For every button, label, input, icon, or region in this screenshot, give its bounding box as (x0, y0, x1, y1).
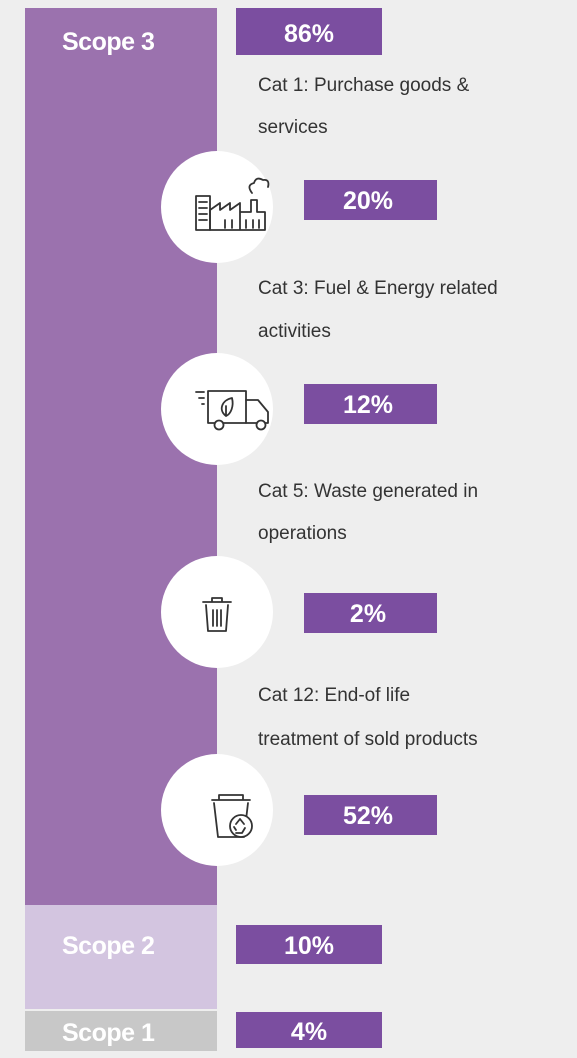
badge-value: 52% (343, 802, 393, 830)
category-text: activities (258, 321, 331, 342)
badge (304, 384, 437, 424)
scope-label: Scope 2 (62, 932, 154, 960)
icon-circle (161, 151, 273, 263)
scope2-bar (25, 905, 217, 1009)
badge-value: 86% (284, 20, 334, 48)
badge (236, 1012, 382, 1048)
badge (304, 795, 437, 835)
badge-value: 2% (350, 600, 386, 628)
scope1-bar (25, 1011, 217, 1051)
category-text: Cat 1: Purchase goods & (258, 75, 470, 96)
scope-label: Scope 3 (62, 28, 154, 56)
scope3-bar (25, 8, 217, 905)
category-text: Cat 12: End-of life (258, 685, 410, 706)
badge (236, 8, 382, 55)
badge (304, 180, 437, 220)
icon-circle (161, 754, 273, 866)
badge (236, 925, 382, 964)
category-text: treatment of sold products (258, 729, 478, 750)
category-text: services (258, 117, 328, 138)
category-text: Cat 3: Fuel & Energy related (258, 278, 498, 299)
badge-value: 20% (343, 187, 393, 215)
trash-icon (202, 597, 232, 632)
recycle-bin-icon (211, 794, 253, 838)
badge-value: 10% (284, 932, 334, 960)
factory-icon (195, 177, 270, 231)
category-text: Cat 5: Waste generated in (258, 481, 478, 502)
icon-circle (161, 353, 273, 465)
badge-value: 12% (343, 391, 393, 419)
badge (304, 593, 437, 633)
category-text: operations (258, 523, 347, 544)
truck-icon (195, 390, 269, 431)
scope-label: Scope 1 (62, 1019, 155, 1047)
badge-value: 4% (291, 1018, 327, 1046)
